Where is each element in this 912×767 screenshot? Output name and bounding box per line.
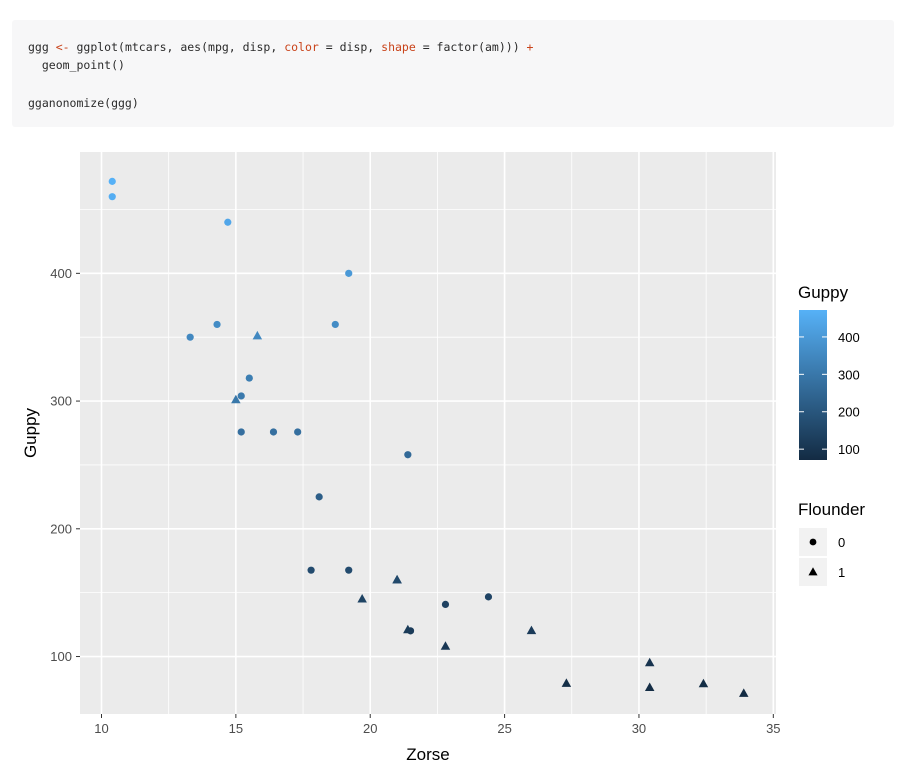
point-triangle [561,678,572,687]
y-tick-label: 100 [50,649,72,664]
x-tick-label: 20 [363,721,377,736]
x-tick-label: 25 [497,721,511,736]
point-circle [307,566,315,574]
point-circle [331,320,339,329]
point-triangle [231,394,241,404]
point-triangle [644,657,655,667]
code-block: ggg <- ggplot(mtcars, aes(mpg, disp, col… [12,20,894,127]
minor-gridlines [80,152,776,714]
x-tick-label: 15 [229,721,243,736]
x-axis: 10 15 20 25 30 35 [94,714,781,736]
point-triangle [526,625,537,635]
y-tick-label: 200 [50,521,72,536]
data-points [108,177,749,697]
major-gridlines [80,152,776,714]
color-legend-bar [799,310,827,460]
point-triangle [252,330,263,340]
x-axis-title: Zorse [406,745,449,764]
y-tick-label: 400 [50,266,72,281]
point-circle [213,320,221,329]
code-assign-operator: <- [55,40,70,54]
point-circle [237,428,245,436]
shape-legend-triangle [808,567,818,576]
point-triangle [698,678,709,688]
code-line-1: ggg <- ggplot(mtcars, aes(mpg, disp, col… [28,40,533,54]
code-token: = disp, [318,40,382,54]
point-circle [294,428,302,436]
point-triangle [392,574,402,584]
code-line-4: gganonomize(ggg) [28,96,139,110]
shape-legend-title: Flounder [798,500,865,519]
point-circle [484,593,493,601]
point-circle [108,193,116,201]
point-circle [224,218,232,226]
point-circle [245,374,253,382]
x-tick-label: 30 [632,721,646,736]
point-triangle [403,624,413,634]
code-token: = factor(am))) [415,40,527,54]
code-color-argument: color [284,40,319,54]
shape-legend-label: 1 [838,565,845,580]
point-circle [315,493,323,501]
point-circle [269,428,278,436]
shape-legend-circle [809,538,817,546]
x-tick-label: 35 [766,721,780,736]
color-legend-label: 100 [838,442,860,457]
top-clipped-text [0,0,912,6]
color-legend-title: Guppy [798,283,849,302]
point-circle [186,333,194,341]
point-circle [441,600,450,609]
y-tick-label: 300 [50,394,72,409]
y-axis-title: Guppy [21,407,40,458]
code-shape-argument: shape [381,40,416,54]
color-legend-label: 200 [838,405,860,420]
point-circle [345,269,353,277]
point-triangle [644,682,655,692]
color-legend-label: 400 [838,330,860,345]
code-token: ggg [28,40,56,54]
point-triangle [739,688,749,697]
plot-panel [80,152,776,714]
point-circle [108,177,116,185]
code-line-2: geom_point() [28,58,125,72]
color-legend: Guppy 100 200 300 400 [798,283,860,460]
point-triangle [357,594,367,603]
point-triangle [440,641,451,650]
code-plus-operator: + [526,40,534,54]
code-token: ggplot(mtcars, aes(mpg, disp, [69,40,285,54]
point-circle [237,392,245,400]
point-circle [345,566,353,574]
shape-legend: Flounder 0 1 [798,500,865,586]
point-circle [404,451,412,459]
y-axis: 100 200 300 400 [50,266,80,664]
shape-legend-label: 0 [838,535,845,550]
x-tick-label: 10 [94,721,108,736]
color-legend-label: 300 [838,367,860,382]
